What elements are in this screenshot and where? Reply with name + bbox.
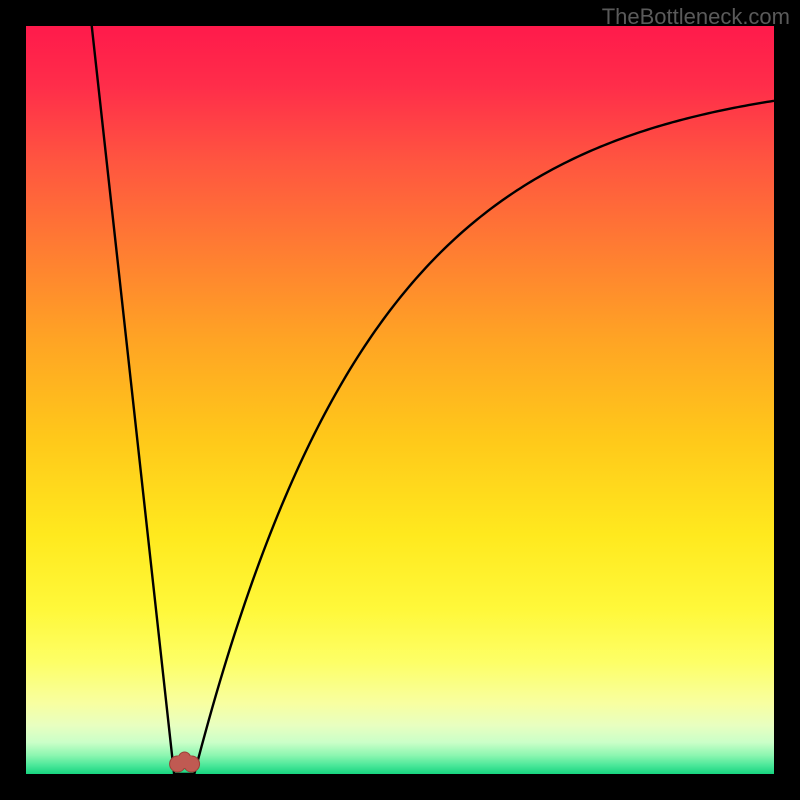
gradient-background <box>26 26 774 774</box>
bottleneck-chart <box>0 0 800 800</box>
chart-stage: TheBottleneck.com <box>0 0 800 800</box>
watermark-text: TheBottleneck.com <box>602 4 790 30</box>
